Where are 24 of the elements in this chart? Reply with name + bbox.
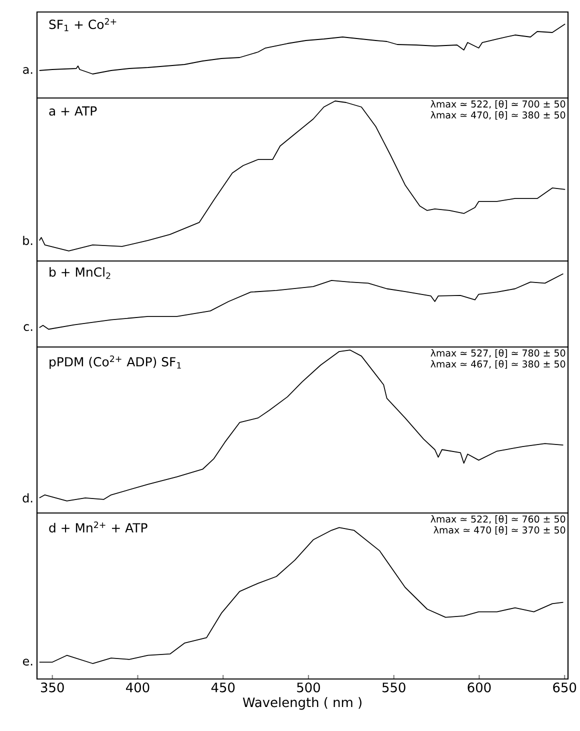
text: λmax ≃ 522, [θ] ≃ 760 ± 50: [430, 515, 566, 524]
series-label: c.: [24, 324, 32, 332]
x-tick-label: 350: [40, 682, 64, 692]
series-label: a.: [22, 67, 32, 74]
chart-title: a + ATP: [49, 106, 97, 116]
annotation: λmax ≃ 527, [θ] ≃ 780 ± 50: [430, 349, 566, 358]
series-label: e.: [22, 658, 32, 666]
x-axis-title: Wavelength ( nm ): [242, 697, 362, 710]
chart-title: SF$_{1}$ + Co$^{2+}$: [49, 18, 116, 32]
annotation: λmax ≃ 470 [θ] ≃ 370 ± 50: [434, 526, 566, 535]
x-tick-label: 550: [382, 682, 406, 692]
annotation: λmax ≃ 470, [θ] ≃ 380 ± 50: [430, 111, 566, 120]
annotation: λmax ≃ 467, [θ] ≃ 380 ± 50: [430, 360, 566, 369]
chart-title: pPDM (Co$^{2+}$ ADP) SF$_{1}$: [49, 356, 181, 369]
series-label: d.: [22, 493, 32, 503]
series-label: b.: [23, 236, 32, 246]
annotation: λmax ≃ 522, [θ] ≃ 700 ± 50: [430, 100, 566, 109]
x-tick-label: 450: [211, 682, 234, 692]
x-tick-label: 650: [553, 682, 576, 692]
x-tick-label: 400: [126, 682, 150, 692]
x-tick-label: 500: [296, 682, 320, 692]
x-tick-label: 600: [468, 682, 491, 692]
chart-title: b + MnCl$_{2}$: [49, 267, 110, 279]
chart-title: d + Mn$^{2+}$ + ATP: [49, 522, 148, 532]
